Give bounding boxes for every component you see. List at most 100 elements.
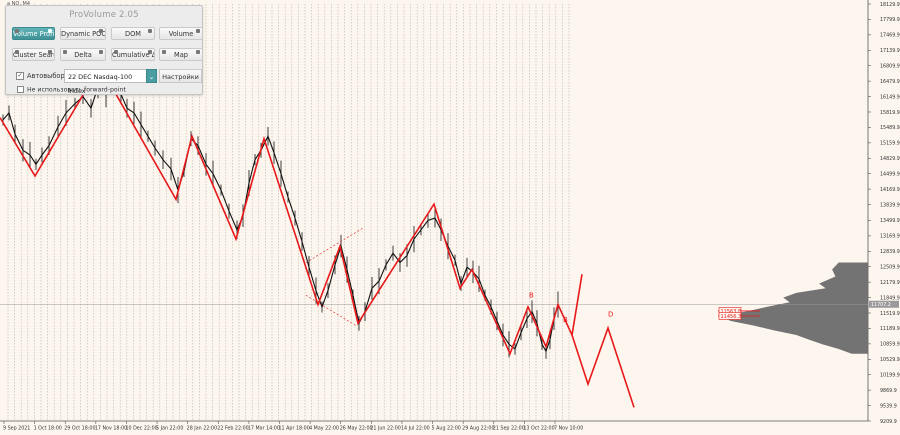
level-label: 11456.3 bbox=[721, 314, 742, 320]
checkbox-icon bbox=[17, 86, 24, 93]
y-tick-label: 16809.9 bbox=[880, 64, 900, 70]
delta-label: Delta bbox=[74, 51, 92, 59]
forward-point-label: Не использовать forward-point bbox=[27, 86, 126, 94]
autoselect-checkbox[interactable]: ✓ Автовыбор bbox=[16, 72, 65, 80]
y-tick-label: 9869.9 bbox=[880, 388, 897, 394]
volume-profile-button[interactable]: Volume Profile bbox=[12, 27, 55, 40]
level-label-box bbox=[718, 312, 742, 320]
indicator-dot-icon bbox=[48, 29, 52, 33]
x-tick-label: 4 May 22:00 bbox=[309, 426, 339, 432]
x-tick-label: 26 May 22:00 bbox=[340, 426, 373, 432]
map-button[interactable]: Map bbox=[159, 48, 203, 61]
symbol-timeframe-label: a NQ, M4 bbox=[7, 1, 31, 7]
forward-point-checkbox[interactable]: Не использовать forward-point bbox=[17, 86, 126, 94]
indicator-dot-icon bbox=[148, 29, 152, 33]
channel-line bbox=[305, 294, 357, 326]
indicator-dot-icon bbox=[114, 50, 118, 54]
y-tick-label: 11519.9 bbox=[880, 311, 900, 317]
panel-title: ProVolume 2.05 bbox=[69, 10, 139, 20]
y-tick-label: 18129.9 bbox=[880, 2, 900, 8]
x-tick-label: 21 Sep 22:00 bbox=[493, 426, 525, 432]
x-tick-label: 14 Jul 22:00 bbox=[401, 426, 430, 432]
y-tick-label: 13499.9 bbox=[880, 218, 900, 224]
projection-line bbox=[571, 274, 583, 336]
y-tick-label: 12179.9 bbox=[880, 280, 900, 286]
y-tick-label: 17799.9 bbox=[880, 17, 900, 23]
y-tick-label: 9539.9 bbox=[880, 403, 897, 409]
wave-label: B bbox=[529, 292, 534, 300]
indicator-dot-icon bbox=[196, 29, 200, 33]
x-tick-label: 17 Nov 18:00 bbox=[95, 426, 127, 432]
y-tick-label: 9209.9 bbox=[880, 419, 897, 425]
y-tick-label: 11189.9 bbox=[880, 326, 900, 332]
x-tick-label: 11 Apr 18:00 bbox=[279, 426, 310, 432]
cumulative-delta-label: Cumulative Δ bbox=[112, 51, 155, 59]
volume-button[interactable]: Volume bbox=[159, 27, 203, 40]
dom-button[interactable]: DOM bbox=[111, 27, 155, 40]
x-tick-label: 29 Aug 22:00 bbox=[462, 426, 494, 432]
check-icon: ✓ bbox=[16, 72, 24, 80]
indicator-dot-icon bbox=[196, 50, 200, 54]
y-tick-label: 14829.9 bbox=[880, 156, 900, 162]
provolume-panel: ProVolume 2.05 Volume Profile Dynamic PO… bbox=[5, 5, 203, 95]
x-tick-label: 5 Aug 22:00 bbox=[432, 426, 461, 432]
y-tick-label: 10529.9 bbox=[880, 357, 900, 363]
channel-line bbox=[305, 227, 365, 263]
y-tick-label: 11849.9 bbox=[880, 295, 900, 301]
indicator-dot-icon bbox=[15, 29, 19, 33]
cluster-search-label: Cluster Search bbox=[13, 51, 54, 59]
wave-label: B bbox=[563, 316, 568, 324]
x-tick-label: 9 Sep 2021 bbox=[3, 426, 30, 432]
dynamic-poc-button[interactable]: Dynamic POC bbox=[60, 27, 106, 40]
y-tick-label: 16149.9 bbox=[880, 94, 900, 100]
dom-label: DOM bbox=[125, 30, 141, 38]
x-tick-label: 1 Oct 18:00 bbox=[34, 426, 62, 432]
volume-profile-label: Volume Profile bbox=[13, 30, 55, 38]
level-label: 11563.8 bbox=[721, 309, 742, 315]
y-tick-label: 10859.9 bbox=[880, 342, 900, 348]
indicator-dot-icon bbox=[148, 50, 152, 54]
y-tick-label: 17139.9 bbox=[880, 48, 900, 54]
y-tick-label: 14169.9 bbox=[880, 187, 900, 193]
cluster-search-button[interactable]: Cluster Search bbox=[12, 48, 55, 61]
current-price-label: 11707.2 bbox=[871, 302, 891, 308]
y-tick-label: 13839.9 bbox=[880, 202, 900, 208]
y-tick-label: 12509.9 bbox=[880, 265, 900, 271]
y-tick-label: 17469.9 bbox=[880, 33, 900, 39]
y-tick-label: 12839.9 bbox=[880, 249, 900, 255]
x-tick-label: 22 Feb 22:00 bbox=[217, 426, 248, 432]
x-tick-label: 17 Mar 14:00 bbox=[248, 426, 280, 432]
x-tick-label: 21 Jun 22:00 bbox=[370, 426, 400, 432]
y-tick-label: 15489.9 bbox=[880, 125, 900, 131]
x-tick-label: 10 Dec 22:00 bbox=[125, 426, 157, 432]
symbol-field[interactable]: 22 DEC Nasdaq-100 Index bbox=[64, 69, 152, 95]
indicator-dot-icon bbox=[99, 29, 103, 33]
x-tick-label: 28 Jan 22:00 bbox=[187, 426, 217, 432]
y-tick-label: 16479.9 bbox=[880, 79, 900, 85]
volume-profile-area bbox=[718, 262, 868, 354]
indicator-dot-icon bbox=[48, 50, 52, 54]
x-tick-label: 13 Oct 22:00 bbox=[523, 426, 554, 432]
wave-label: D bbox=[608, 310, 613, 318]
indicator-dot-icon bbox=[15, 50, 19, 54]
y-tick-label: 15159.9 bbox=[880, 141, 900, 147]
settings-button[interactable]: Настройки bbox=[159, 69, 202, 83]
y-tick-label: 10199.9 bbox=[880, 373, 900, 379]
indicator-dot-icon bbox=[63, 50, 67, 54]
map-label: Map bbox=[174, 51, 188, 59]
y-tick-label: 14499.9 bbox=[880, 171, 900, 177]
volume-label: Volume bbox=[168, 30, 194, 38]
chevron-down-icon[interactable]: ⌄ bbox=[146, 69, 157, 83]
x-tick-label: 7 Nov 10:00 bbox=[554, 426, 583, 432]
indicator-dot-icon bbox=[99, 50, 103, 54]
current-price-tag bbox=[869, 300, 899, 308]
y-tick-label: 13169.9 bbox=[880, 234, 900, 240]
x-tick-label: 29 Oct 18:00 bbox=[64, 426, 95, 432]
delta-button[interactable]: Delta bbox=[60, 48, 106, 61]
y-tick-label: 15819.9 bbox=[880, 110, 900, 116]
indicator-dot-icon bbox=[162, 50, 166, 54]
cumulative-delta-button[interactable]: Cumulative Δ bbox=[111, 48, 155, 61]
autoselect-label: Автовыбор bbox=[27, 72, 65, 80]
zigzag-line bbox=[0, 64, 635, 408]
